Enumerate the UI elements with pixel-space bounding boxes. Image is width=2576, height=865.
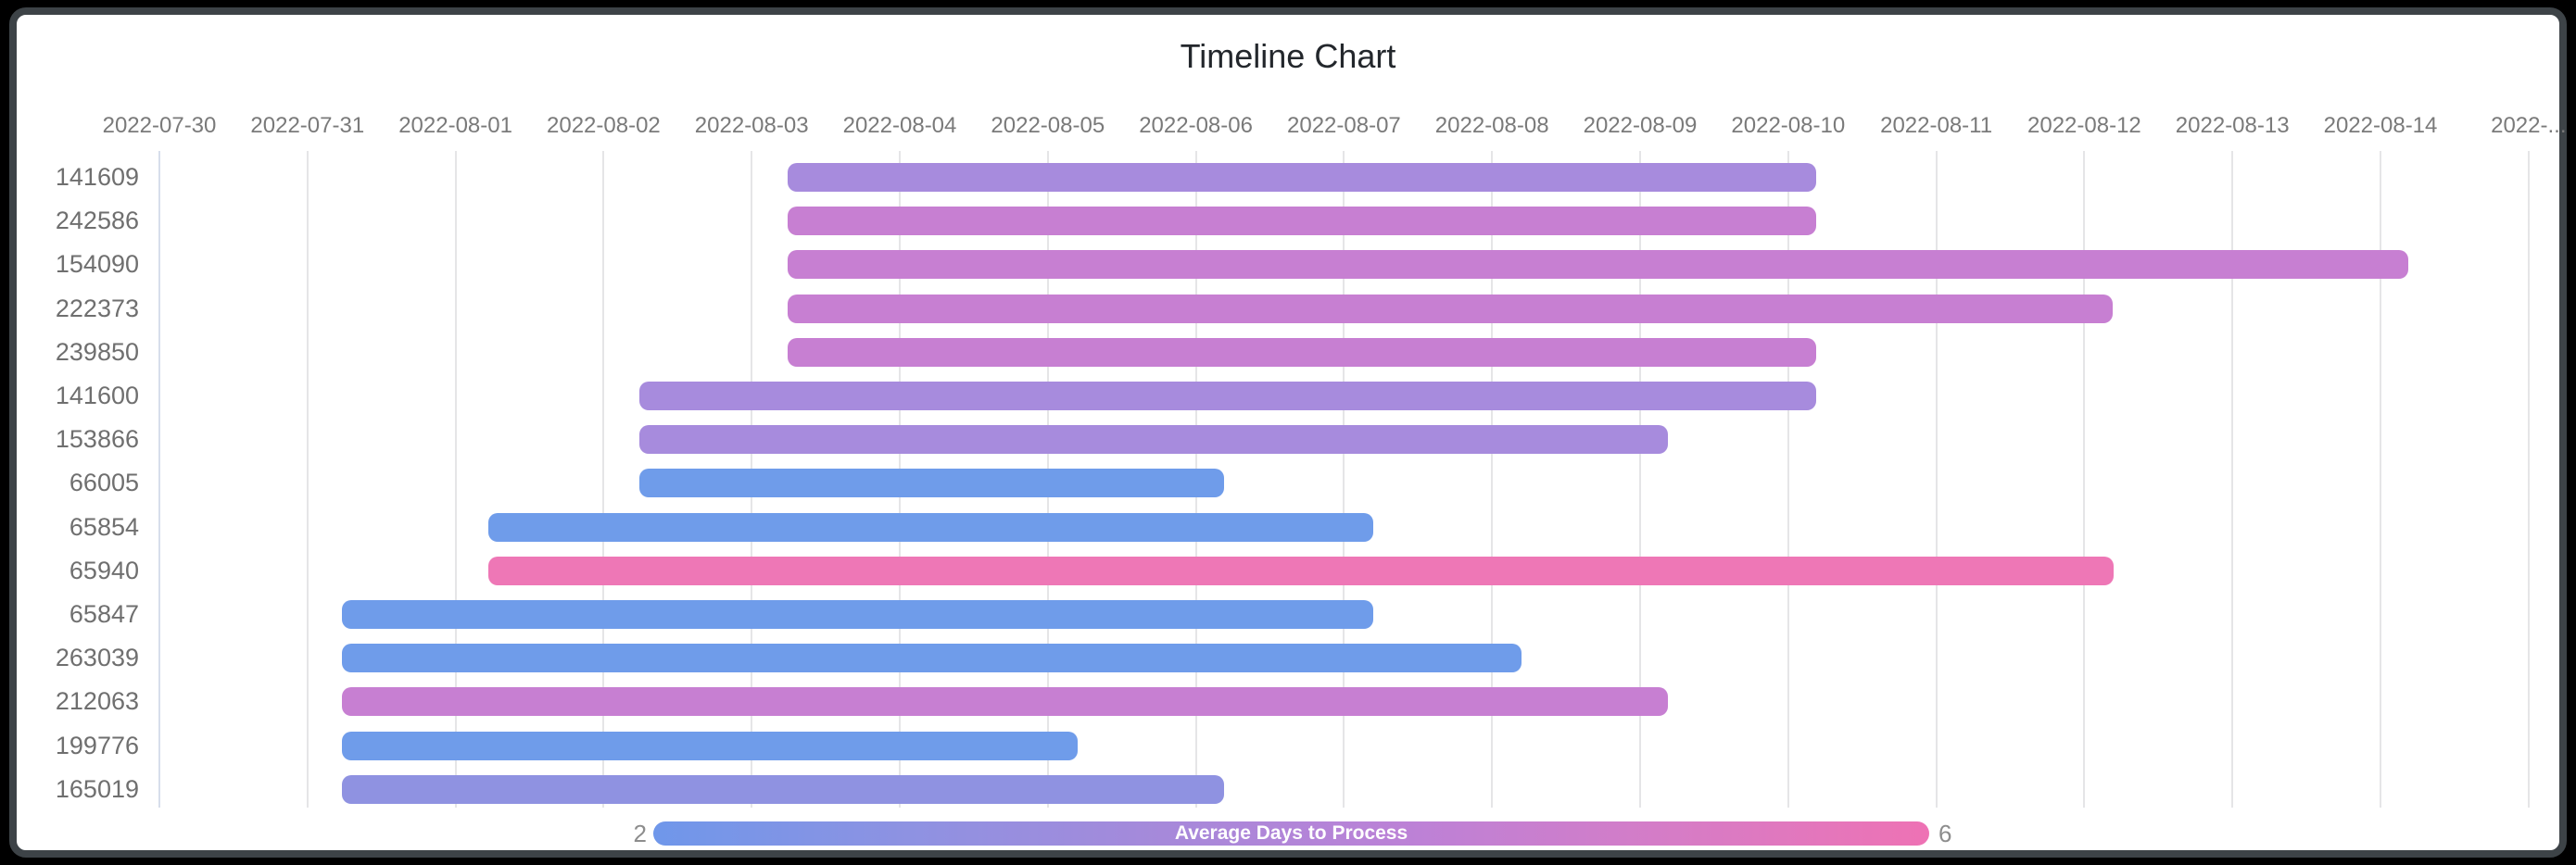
gridline [2083, 151, 2086, 808]
x-tick-label: 2022-... [2491, 113, 2567, 138]
x-tick-label: 2022-08-12 [2027, 113, 2141, 138]
timeline-bar-239850[interactable] [787, 337, 1817, 367]
timeline-bar-222373[interactable] [787, 294, 2113, 323]
y-tick-label: 199776 [55, 731, 139, 759]
x-tick-label: 2022-08-04 [842, 113, 957, 138]
x-tick-label: 2022-08-14 [2323, 113, 2438, 138]
x-tick-label: 2022-08-06 [1139, 113, 1253, 138]
y-tick-label: 65940 [69, 556, 139, 584]
y-tick-label: 65854 [69, 512, 139, 541]
y-tick-label: 154090 [55, 250, 139, 279]
y-tick-label: 212063 [55, 687, 139, 716]
gridline [158, 151, 160, 808]
timeline-bar-212063[interactable] [341, 687, 1669, 717]
timeline-bar-263039[interactable] [341, 644, 1522, 673]
x-tick-label: 2022-08-09 [1583, 113, 1698, 138]
gridline [306, 151, 309, 808]
x-tick-label: 2022-08-07 [1287, 113, 1401, 138]
y-tick-label: 65847 [69, 600, 139, 628]
gridline [2527, 151, 2530, 808]
gridline [454, 151, 457, 808]
x-tick-label: 2022-08-11 [1880, 113, 1993, 138]
gridline [602, 151, 605, 808]
x-tick-label: 2022-07-31 [250, 113, 365, 138]
y-tick-label: 239850 [55, 337, 139, 366]
timeline-bar-65854[interactable] [487, 512, 1374, 542]
timeline-bar-65940[interactable] [487, 556, 2115, 585]
gridline [1935, 151, 1938, 808]
y-tick-label: 165019 [55, 774, 139, 803]
timeline-bar-153866[interactable] [638, 425, 1669, 455]
chart-title: Timeline Chart [1180, 37, 1396, 75]
gridline [1639, 151, 1641, 808]
gridline [1787, 151, 1789, 808]
x-tick-label: 2022-08-10 [1731, 113, 1846, 138]
gridline [2231, 151, 2234, 808]
gridline [2380, 151, 2381, 808]
y-tick-label: 263039 [55, 644, 139, 672]
timeline-bar-65847[interactable] [341, 600, 1374, 629]
x-tick-label: 2022-07-30 [102, 113, 217, 138]
timeline-bar-154090[interactable] [787, 250, 2409, 280]
timeline-bar-141609[interactable] [787, 163, 1817, 192]
gridline [1343, 151, 1345, 808]
y-tick-label: 66005 [69, 469, 139, 497]
x-tick-label: 2022-08-05 [991, 113, 1105, 138]
x-tick-label: 2022-08-02 [547, 113, 661, 138]
x-tick-label: 2022-08-01 [398, 113, 512, 138]
legend-max-label: 6 [1938, 820, 1952, 847]
y-tick-label: 141600 [55, 382, 139, 409]
timeline-bar-66005[interactable] [638, 469, 1224, 498]
x-tick-label: 2022-08-13 [2175, 113, 2290, 138]
legend-gradient-bar: Average Days to Process [653, 821, 1929, 846]
x-tick-label: 2022-08-08 [1434, 113, 1549, 138]
legend-title: Average Days to Process [1174, 822, 1408, 844]
y-tick-label: 153866 [55, 425, 139, 454]
y-tick-label: 222373 [55, 294, 139, 322]
timeline-bar-242586[interactable] [787, 207, 1817, 236]
y-tick-label: 141609 [55, 163, 139, 191]
legend-min-label: 2 [633, 820, 647, 847]
timeline-bar-141600[interactable] [638, 382, 1817, 410]
timeline-bar-199776[interactable] [341, 731, 1078, 760]
y-tick-label: 242586 [55, 207, 139, 235]
timeline-bar-165019[interactable] [341, 774, 1224, 804]
x-tick-label: 2022-08-03 [694, 113, 809, 138]
gridline [1491, 151, 1494, 808]
